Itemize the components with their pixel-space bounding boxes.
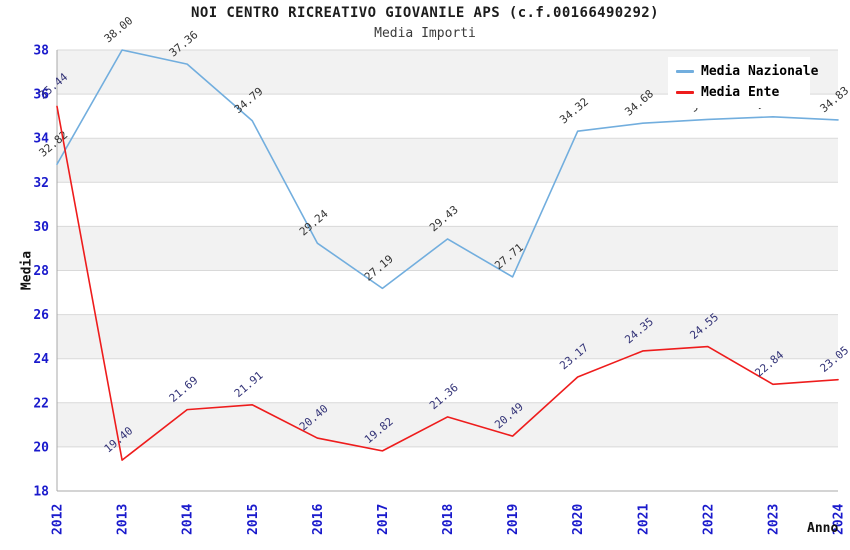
y-tick-label: 32	[33, 176, 49, 191]
y-tick-label: 24	[33, 352, 49, 367]
y-tick-label: 38	[33, 44, 49, 59]
plot-band	[57, 138, 838, 183]
y-tick-label: 22	[33, 396, 49, 411]
x-tick-label: 2019	[506, 504, 521, 535]
series-line-0	[56, 49, 839, 290]
x-tick-label: 2021	[636, 504, 651, 535]
legend-swatch-line-icon	[676, 70, 694, 73]
x-tick-label: 2012	[51, 504, 66, 535]
x-tick-label: 2018	[441, 504, 456, 535]
legend-item-media-ente: Media Ente	[676, 85, 802, 100]
x-tick-label: 2013	[116, 504, 131, 535]
y-tick-label: 30	[33, 220, 49, 235]
y-tick-label: 36	[33, 88, 49, 103]
plot-band	[57, 402, 838, 447]
y-tick-label: 26	[33, 308, 49, 323]
plot-band	[57, 226, 838, 271]
y-tick-label: 18	[33, 485, 49, 500]
y-tick-label: 28	[33, 264, 49, 279]
x-tick-label: 2017	[376, 504, 391, 535]
x-tick-label: 2016	[311, 504, 326, 535]
legend-item-media-nazionale: Media Nazionale	[676, 64, 818, 79]
chart-subtitle: Media Importi	[374, 26, 476, 41]
x-tick-label: 2020	[571, 504, 586, 535]
x-tick-label: 2023	[766, 504, 781, 535]
series-line-1	[56, 105, 839, 461]
legend-label: Media Ente	[701, 85, 780, 100]
x-tick-label: 2014	[181, 504, 196, 535]
point-label: 34.32	[557, 95, 591, 126]
y-axis-title: Media	[19, 250, 35, 291]
plot-band	[57, 314, 838, 359]
x-tick-label: 2024	[832, 504, 847, 535]
point-label: 21.91	[232, 369, 266, 400]
x-tick-label: 2022	[701, 504, 716, 535]
legend: Media Nazionale Media Ente	[668, 57, 818, 108]
y-tick-label: 34	[33, 132, 49, 147]
legend-label: Media Nazionale	[701, 64, 819, 79]
chart-title: NOI CENTRO RICREATIVO GIOVANILE APS (c.f…	[191, 5, 659, 21]
y-tick-label: 20	[33, 440, 49, 455]
x-tick-label: 2015	[246, 504, 261, 535]
point-label: 21.69	[167, 374, 201, 405]
x-axis-title: Anno	[807, 521, 839, 536]
legend-swatch-line-icon	[676, 91, 694, 94]
